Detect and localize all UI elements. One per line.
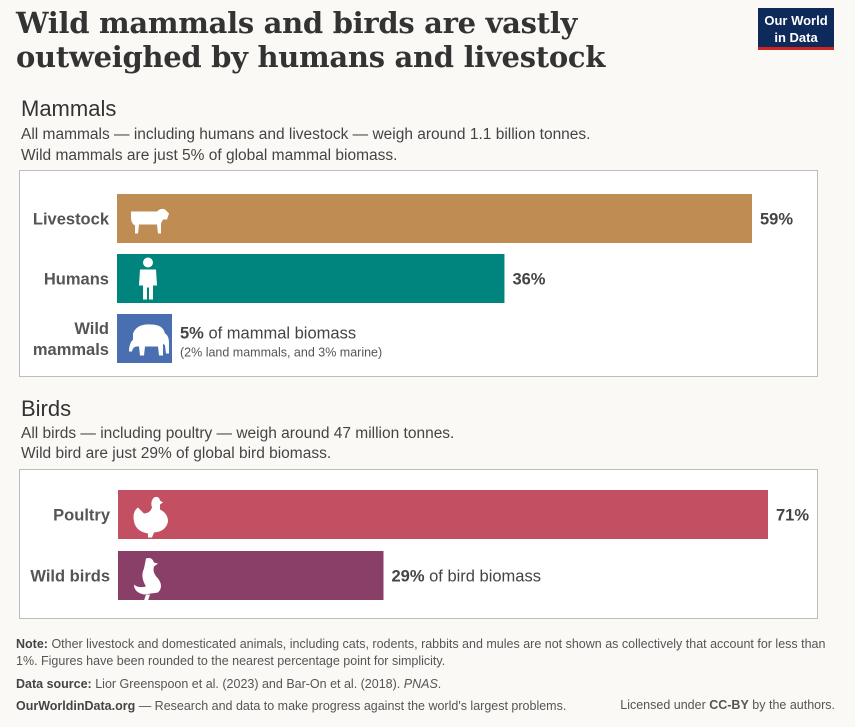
chicken-icon: [133, 496, 168, 538]
license: Licensed under CC-BY by the authors.: [620, 698, 835, 712]
category-label: Poultry: [53, 507, 111, 525]
logo-line2: in Data: [774, 30, 818, 45]
category-label: Humans: [44, 271, 109, 289]
elephant-icon: [129, 324, 169, 356]
birds-panel: Poultry 71% Wild birds 29% of bird biomass: [19, 469, 818, 619]
bar-humans: [117, 254, 505, 303]
category-label: Wild birds: [30, 568, 110, 586]
category-label: Livestock: [33, 211, 110, 229]
category-label: mammals: [33, 341, 109, 359]
source-text: Lior Greenspoon et al. (2023) and Bar-On…: [95, 677, 401, 691]
birds-chart: Poultry 71% Wild birds 29% of bird biomass: [30, 490, 809, 601]
license-pre: Licensed under: [620, 698, 706, 712]
footer-site: OurWorldinData.org — Research and data t…: [16, 698, 566, 715]
value-label: 59%: [760, 211, 793, 229]
mammals-panel: Livestock 59% Humans 36% Wild mammals 5% of ma…: [19, 170, 818, 377]
human-icon: [139, 257, 157, 300]
source-label: Data source:: [16, 677, 92, 691]
birds-subtitle-1: All birds — including poultry — weigh ar…: [21, 425, 455, 442]
bar-wild-birds: [118, 551, 384, 600]
cow-icon: [131, 208, 169, 234]
mammals-title: Mammals: [21, 96, 117, 121]
license-post: by the authors.: [752, 698, 835, 712]
bar-poultry: [118, 490, 768, 539]
license-link[interactable]: CC-BY: [709, 698, 749, 712]
note-text: Other livestock and domesticated animals…: [16, 637, 826, 668]
value-label: 5% of mammal biomass: [180, 325, 356, 343]
note-label: Note:: [16, 637, 48, 651]
site-link[interactable]: OurWorldinData.org: [16, 699, 136, 713]
footer-note: Note: Other livestock and domesticated a…: [16, 636, 846, 670]
birds-subtitle-2: Wild bird are just 29% of global bird bi…: [21, 445, 332, 462]
category-label: Wild: [74, 320, 109, 338]
chart-title: Wild mammals and birds are vastly outwei…: [16, 6, 606, 74]
bar-livestock: [117, 194, 752, 243]
logo-line1: Our World: [764, 13, 828, 28]
source-journal: PNAS: [403, 677, 438, 691]
value-label: 71%: [776, 507, 809, 525]
birds-title: Birds: [21, 396, 72, 421]
value-annotation: (2% land mammals, and 3% marine): [180, 346, 382, 360]
bird-icon: [134, 558, 161, 601]
value-label: 36%: [512, 271, 545, 289]
owid-logo[interactable]: Our World in Data: [758, 8, 834, 50]
mammals-subtitle-2: Wild mammals are just 5% of global mamma…: [21, 147, 398, 164]
value-label: 29% of bird biomass: [391, 568, 540, 586]
mammals-chart: Livestock 59% Humans 36% Wild mammals 5% of ma…: [33, 194, 793, 363]
footer-source: Data source: Lior Greenspoon et al. (202…: [16, 677, 442, 691]
mammals-subtitle-1: All mammals — including humans and lives…: [21, 126, 591, 143]
tagline: — Research and data to make progress aga…: [138, 699, 567, 713]
